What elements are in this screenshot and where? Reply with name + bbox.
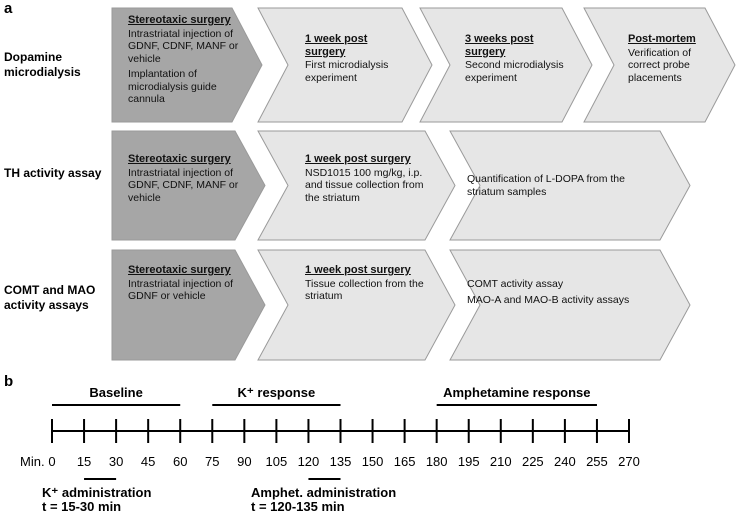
chevron — [111, 249, 266, 361]
row-label: TH activity assay — [4, 166, 102, 180]
step-title: Stereotaxic surgery — [128, 153, 231, 165]
step-description: Intrastriatal injection of GDNF, CDNF, M… — [128, 27, 239, 65]
axis-label: Min. — [20, 454, 45, 469]
period-label: Amphetamine response — [443, 385, 590, 400]
step-text: COMT activity assay MAO-A and MAO-B activ… — [467, 278, 652, 309]
chevron — [583, 7, 736, 123]
step-text: 1 week post surgery First microdialysis e… — [305, 33, 410, 87]
step-description: Quantification of L-DOPA from the striat… — [467, 173, 625, 198]
chevron — [111, 7, 263, 123]
step-text: Quantification of L-DOPA from the striat… — [467, 173, 652, 201]
step-description: NSD1015 100 mg/kg, i.p. and tissue colle… — [305, 166, 424, 204]
administration-time: t = 15-30 min — [42, 499, 121, 513]
step-title: 1 week post surgery — [305, 264, 411, 276]
tick-label: 0 — [48, 454, 55, 469]
chevron — [449, 130, 691, 241]
step-text: Stereotaxic surgery Intrastriatal injecti… — [128, 14, 246, 109]
step-description: Second microdialysis experiment — [465, 59, 564, 84]
step-title: Stereotaxic surgery — [128, 14, 231, 26]
administration-time: t = 120-135 min — [251, 499, 345, 513]
tick-label: 135 — [330, 454, 352, 469]
step-title: 1 week post surgery — [305, 153, 411, 165]
row-label: COMT and MAO activity assays — [4, 283, 96, 312]
step-text: 1 week post surgery NSD1015 100 mg/kg, i.… — [305, 153, 433, 207]
tick-label: 150 — [362, 454, 384, 469]
tick-label: 180 — [426, 454, 448, 469]
chevron — [257, 7, 433, 123]
tick-label: 120 — [298, 454, 320, 469]
chevron — [449, 249, 691, 361]
tick-label: 60 — [173, 454, 187, 469]
panel-letter: a — [4, 0, 13, 17]
tick-label: 225 — [522, 454, 544, 469]
step-text: 3 weeks post surgery Second microdialysis… — [465, 33, 570, 87]
panel-letter: b — [4, 373, 14, 390]
tick-label: 105 — [266, 454, 288, 469]
tick-label: 255 — [586, 454, 608, 469]
chevron — [419, 7, 593, 123]
step-text: 1 week post surgery Tissue collection fro… — [305, 264, 433, 306]
period-label: Baseline — [89, 385, 142, 400]
tick-label: 45 — [141, 454, 155, 469]
tick-label: 240 — [554, 454, 576, 469]
tick-label: 270 — [618, 454, 640, 469]
step-description: Tissue collection from the striatum — [305, 277, 424, 303]
step-text: Stereotaxic surgery Intrastriatal injecti… — [128, 264, 250, 306]
step-description: MAO-A and MAO-B activity assays — [467, 293, 630, 306]
step-title: Stereotaxic surgery — [128, 264, 231, 276]
period-label: K⁺ response — [238, 385, 316, 400]
administration-label: K⁺ administration — [42, 485, 151, 500]
step-title: Post-mortem — [628, 33, 696, 45]
step-text: Stereotaxic surgery Intrastriatal injecti… — [128, 153, 250, 207]
chevron — [111, 130, 266, 241]
tick-label: 15 — [77, 454, 91, 469]
tick-label: 30 — [109, 454, 123, 469]
step-description: First microdialysis experiment — [305, 59, 389, 84]
step-description: Intrastriatal injection of GDNF or vehic… — [128, 277, 234, 303]
chevron — [257, 249, 456, 361]
step-description: Implantation of microdialysis guide cann… — [128, 68, 217, 105]
step-description: Verification of correct probe placements — [628, 46, 692, 84]
administration-label: Amphet. administration — [251, 485, 396, 500]
tick-label: 195 — [458, 454, 480, 469]
step-text: Post-mortem Verification of correct probe… — [628, 33, 713, 87]
step-description: COMT activity assay — [467, 278, 564, 290]
chevron — [257, 130, 456, 241]
row-label: Dopamine microdialysis — [4, 50, 81, 79]
tick-label: 75 — [205, 454, 219, 469]
tick-label: 90 — [237, 454, 251, 469]
step-title: 3 weeks post surgery — [465, 33, 534, 58]
tick-label: 210 — [490, 454, 512, 469]
step-title: 1 week post surgery — [305, 33, 368, 58]
tick-label: 165 — [394, 454, 416, 469]
step-description: Intrastriatal injection of GDNF, CDNF, M… — [128, 166, 239, 204]
